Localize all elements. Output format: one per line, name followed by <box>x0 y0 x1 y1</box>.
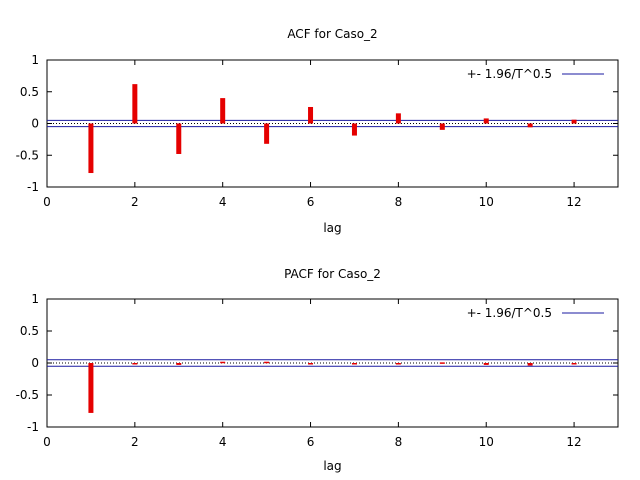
bar-lag-11 <box>527 363 533 366</box>
acf-panel: ACF for Caso_2 1 0.5 0 -0.5 -1 0 2 4 6 8 10 12 lag +- … <box>16 27 619 235</box>
bar-lag-11 <box>527 123 533 128</box>
bar-lag-2 <box>132 363 138 365</box>
x-tick-label: 4 <box>219 195 227 209</box>
bar-lag-10 <box>483 118 489 124</box>
bar-lag-8 <box>395 363 401 365</box>
bar-lag-4 <box>220 98 226 124</box>
x-tick-label: 2 <box>131 435 139 449</box>
x-tick-label: 2 <box>131 195 139 209</box>
y-tick-label: 0.5 <box>20 85 39 99</box>
x-tick-label: 6 <box>307 195 315 209</box>
x-tick-label: 12 <box>566 195 581 209</box>
y-tick-label: -1 <box>27 180 39 194</box>
bar-lag-8 <box>395 113 401 124</box>
bar-lag-7 <box>351 363 357 365</box>
y-tick-label: -1 <box>27 420 39 434</box>
bar-lag-3 <box>176 363 182 365</box>
bar-lag-7 <box>351 123 357 136</box>
bar-lag-12 <box>571 119 577 124</box>
x-tick-label: 12 <box>566 435 581 449</box>
x-tick-label: 0 <box>43 435 51 449</box>
bar-lag-3 <box>176 123 182 154</box>
bar-lag-10 <box>483 363 489 365</box>
y-tick-label: 0 <box>31 117 39 131</box>
x-tick-label: 0 <box>43 195 51 209</box>
y-tick-label: 1 <box>31 292 39 306</box>
x-tick-label: 4 <box>219 435 227 449</box>
bar-lag-9 <box>439 123 445 130</box>
bar-lag-4 <box>220 361 226 364</box>
bar-lag-1 <box>88 123 94 174</box>
x-tick-label: 10 <box>479 195 494 209</box>
y-tick-label: 0 <box>31 356 39 370</box>
pacf-panel: PACF for Caso_2 1 0.5 0 -0.5 -1 0 2 4 6 8 10 12 lag +-… <box>16 267 619 473</box>
bar-lag-9 <box>439 362 445 364</box>
x-tick-label: 6 <box>307 435 315 449</box>
bar-lag-5 <box>264 361 270 364</box>
chart-title: PACF for Caso_2 <box>284 267 381 281</box>
bar-lag-1 <box>88 363 94 413</box>
x-axis-label: lag <box>323 459 341 473</box>
y-tick-label: -0.5 <box>16 148 39 162</box>
bar-lag-6 <box>308 106 314 124</box>
y-tick-label: 1 <box>31 53 39 67</box>
x-tick-label: 10 <box>479 435 494 449</box>
x-tick-label: 8 <box>395 195 403 209</box>
x-axis-label: lag <box>323 221 341 235</box>
bar-lag-5 <box>264 123 270 144</box>
x-tick-label: 8 <box>395 435 403 449</box>
chart-title: ACF for Caso_2 <box>287 27 377 41</box>
y-tick-label: -0.5 <box>16 388 39 402</box>
bar-lag-6 <box>308 363 314 365</box>
y-tick-label: 0.5 <box>20 324 39 338</box>
bar-lag-12 <box>571 363 577 365</box>
bar-lag-2 <box>132 84 138 124</box>
legend-label: +- 1.96/T^0.5 <box>467 67 552 81</box>
legend-label: +- 1.96/T^0.5 <box>467 306 552 320</box>
